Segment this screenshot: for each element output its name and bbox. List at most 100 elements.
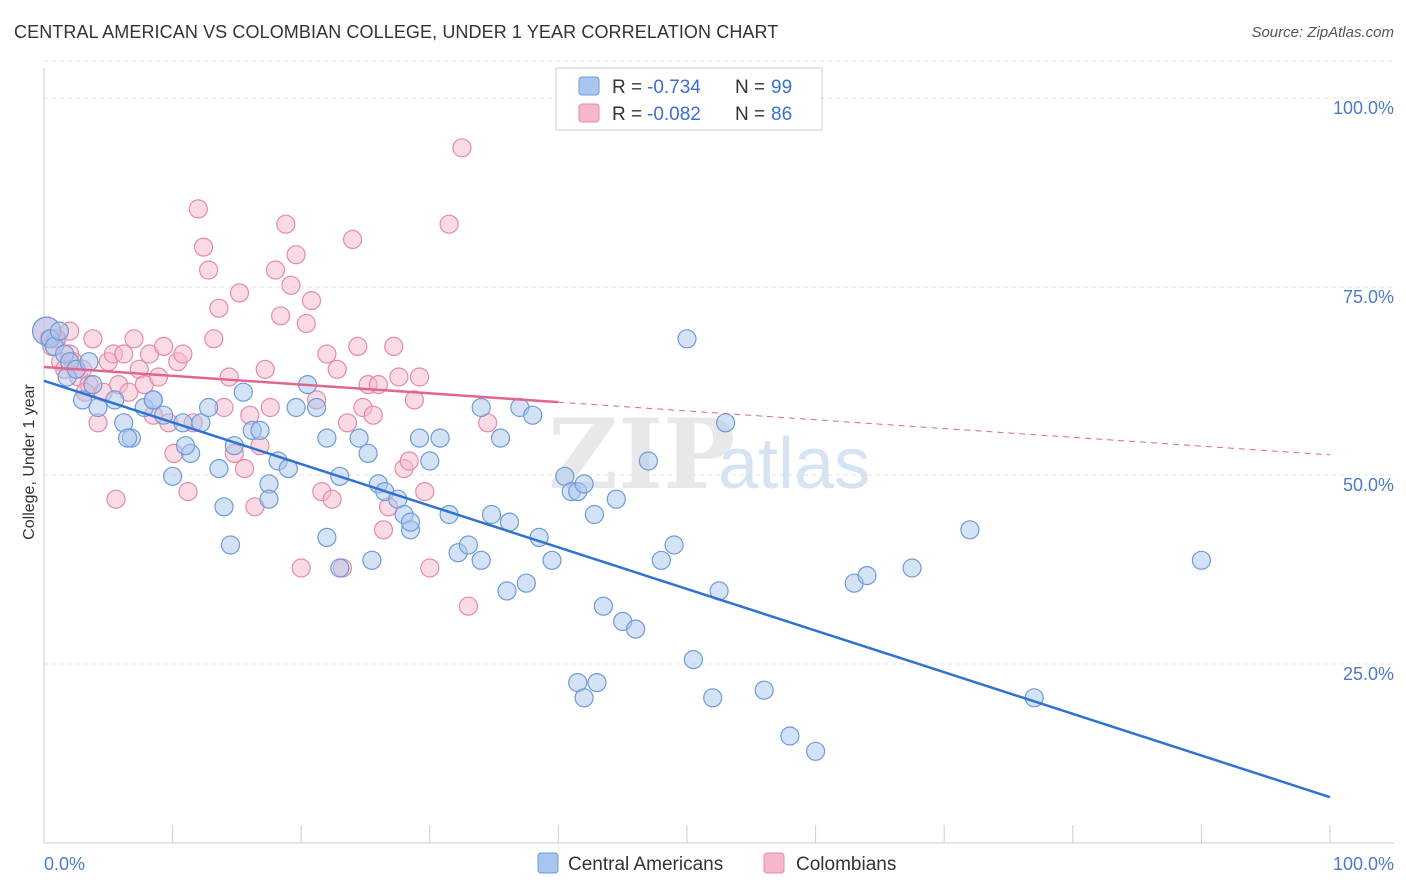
central-americans-point	[233, 382, 253, 402]
central-americans-point	[574, 688, 594, 708]
colombians-point	[389, 367, 409, 387]
colombians-point	[404, 390, 424, 410]
legend-n-value-blue: 99	[771, 77, 792, 98]
colombians-point	[106, 489, 126, 509]
central-americans-point	[317, 428, 337, 448]
series-label-central-americans: Central Americans	[568, 854, 723, 875]
legend-r-value-blue: -0.734	[647, 77, 701, 98]
colombians-point	[199, 260, 219, 280]
central-americans-point	[754, 680, 774, 700]
y-tick-label-100: 100.0%	[1333, 98, 1394, 118]
central-americans-point	[458, 535, 478, 555]
colombians-point	[265, 260, 286, 280]
colombians-point	[154, 336, 174, 356]
colombians-trend-line	[43, 365, 559, 404]
y-tick-label-50: 50.0%	[1343, 475, 1394, 495]
central-americans-point	[902, 558, 922, 578]
central-americans-point	[574, 474, 594, 494]
central-americans-point	[780, 726, 800, 746]
colombians-point	[373, 520, 394, 540]
series-swatch-central-americans	[537, 852, 559, 874]
colombians-point	[337, 413, 358, 433]
colombians-point	[291, 558, 311, 578]
legend-n-value-pink: 86	[771, 104, 792, 125]
colombians-point	[83, 329, 103, 349]
colombians-point	[219, 367, 239, 387]
central-americans-point	[715, 413, 736, 433]
central-americans-point	[481, 504, 502, 525]
central-americans-point	[317, 527, 337, 548]
central-americans-point	[664, 535, 684, 555]
central-americans-point	[307, 397, 327, 418]
colombians-point	[173, 344, 193, 364]
central-americans-point	[606, 489, 626, 509]
central-americans-point	[49, 321, 70, 341]
central-americans-point	[79, 352, 99, 372]
x-tick-label-max: 100.0%	[1333, 854, 1394, 874]
colombians-point	[271, 306, 291, 326]
stats-legend: R = -0.734 N = 99 R = -0.082 N = 86	[555, 67, 823, 131]
central-americans-point	[214, 497, 234, 517]
central-americans-point	[362, 550, 382, 570]
central-americans-trend-line	[43, 379, 1331, 799]
colombians-point	[439, 214, 459, 234]
central-americans-point	[857, 565, 877, 586]
watermark: ZIP atlas	[548, 398, 870, 511]
colombians-trend-line-extension	[558, 401, 1331, 456]
legend-n-label-pink: N =	[735, 104, 765, 125]
central-americans-point	[471, 550, 491, 570]
colombians-point	[384, 336, 404, 356]
colombians-point	[124, 329, 144, 349]
colombians-point	[348, 336, 368, 356]
axes	[43, 68, 1394, 844]
central-americans-point	[430, 428, 450, 448]
central-americans-point	[625, 619, 646, 639]
colombians-point	[178, 482, 198, 502]
chart-title: CENTRAL AMERICAN VS COLOMBIAN COLLEGE, U…	[14, 22, 779, 42]
y-tick-labels: 25.0% 50.0% 75.0% 100.0%	[1333, 98, 1394, 684]
central-americans-point	[677, 329, 697, 349]
chart-source: Source: ZipAtlas.com	[1251, 24, 1394, 41]
central-americans-point	[490, 428, 511, 448]
central-americans-point	[330, 558, 350, 578]
central-americans-point	[358, 443, 378, 463]
central-americans-point	[638, 451, 659, 471]
colombians-point	[409, 367, 430, 387]
colombians-point	[114, 344, 134, 364]
series-swatch-colombians	[763, 852, 785, 874]
colombians-points	[31, 138, 498, 616]
legend-r-label-pink: R =	[612, 104, 642, 125]
central-americans-point	[587, 672, 607, 693]
colombians-point	[317, 344, 337, 364]
colombians-point	[188, 199, 208, 219]
colombians-point	[415, 482, 435, 502]
colombians-point	[260, 397, 280, 418]
colombians-point	[204, 329, 224, 349]
central-americans-point	[117, 428, 138, 448]
y-tick-label-25: 25.0%	[1343, 664, 1394, 684]
watermark-atlas: atlas	[718, 424, 870, 504]
colombians-point	[148, 367, 169, 387]
central-americans-point	[497, 581, 517, 601]
central-americans-point	[400, 512, 421, 532]
central-americans-point	[703, 688, 723, 708]
grid-lines	[44, 60, 1394, 665]
central-americans-points	[31, 316, 1212, 761]
trend-lines	[43, 365, 1331, 799]
central-americans-point	[593, 596, 614, 616]
y-tick-label-75: 75.0%	[1343, 287, 1394, 307]
central-americans-point	[163, 466, 183, 486]
colombians-point	[322, 489, 342, 509]
legend-swatch-pink	[578, 103, 600, 123]
colombians-point	[286, 245, 306, 265]
series-legend: Central Americans Colombians	[537, 852, 896, 875]
colombians-point	[343, 229, 363, 249]
central-americans-point	[286, 397, 306, 418]
colombians-point	[420, 558, 440, 578]
colombians-point	[363, 405, 383, 425]
central-americans-point	[409, 428, 430, 448]
colombians-point	[301, 291, 322, 311]
central-americans-point	[683, 649, 704, 670]
central-americans-point	[259, 489, 279, 509]
central-americans-point	[960, 520, 980, 540]
